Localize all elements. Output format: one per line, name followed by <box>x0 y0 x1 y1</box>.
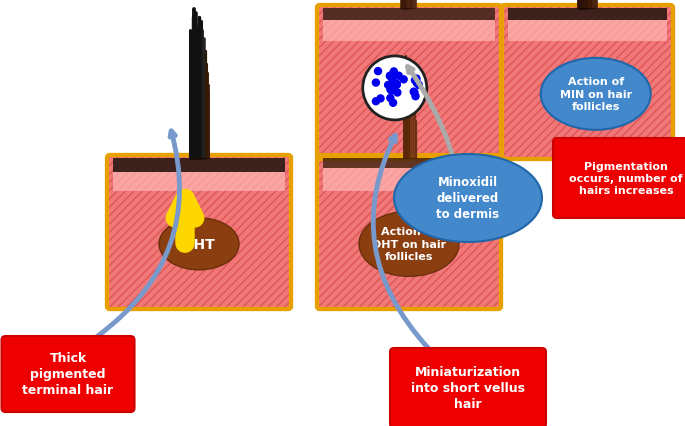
FancyBboxPatch shape <box>317 155 501 309</box>
Ellipse shape <box>359 212 459 277</box>
FancyBboxPatch shape <box>1 336 134 412</box>
Circle shape <box>415 82 422 89</box>
Ellipse shape <box>159 219 239 270</box>
Circle shape <box>394 90 401 97</box>
FancyBboxPatch shape <box>107 155 291 309</box>
Ellipse shape <box>540 59 651 130</box>
Bar <box>323 9 495 21</box>
Text: Thick
pigmented
terminal hair: Thick pigmented terminal hair <box>23 352 114 397</box>
Text: DHT: DHT <box>183 237 215 251</box>
Circle shape <box>395 73 402 80</box>
Bar <box>508 9 667 41</box>
FancyBboxPatch shape <box>390 348 546 426</box>
Circle shape <box>375 69 382 75</box>
Circle shape <box>377 96 384 103</box>
Circle shape <box>412 93 419 101</box>
FancyBboxPatch shape <box>317 6 501 160</box>
Bar <box>113 158 285 173</box>
Text: Miniaturization
into short vellus
hair: Miniaturization into short vellus hair <box>411 366 525 411</box>
Bar <box>323 158 495 169</box>
Bar <box>113 158 285 191</box>
Circle shape <box>411 89 418 97</box>
Circle shape <box>385 82 392 89</box>
Bar <box>323 158 495 191</box>
FancyBboxPatch shape <box>553 139 685 219</box>
Circle shape <box>412 78 419 84</box>
Ellipse shape <box>394 155 542 242</box>
Circle shape <box>400 77 407 83</box>
Circle shape <box>414 81 421 87</box>
Circle shape <box>373 98 379 106</box>
Text: Pigmentation
occurs, number of
hairs increases: Pigmentation occurs, number of hairs inc… <box>569 161 683 196</box>
Circle shape <box>387 73 394 80</box>
Circle shape <box>388 87 396 95</box>
Circle shape <box>388 88 395 95</box>
Circle shape <box>390 83 397 90</box>
Circle shape <box>410 89 417 96</box>
Circle shape <box>373 80 379 87</box>
Circle shape <box>393 82 401 89</box>
Circle shape <box>413 76 420 83</box>
Text: Action of
DHT on hair
follicles: Action of DHT on hair follicles <box>372 227 446 262</box>
Circle shape <box>386 73 393 80</box>
Bar <box>323 9 495 41</box>
Circle shape <box>387 86 394 94</box>
Circle shape <box>390 86 397 93</box>
Circle shape <box>363 57 427 121</box>
Circle shape <box>389 76 396 83</box>
Bar <box>508 9 667 21</box>
Text: Minoxidil
delivered
to dermis: Minoxidil delivered to dermis <box>436 176 499 221</box>
Circle shape <box>393 81 400 88</box>
FancyBboxPatch shape <box>502 6 673 160</box>
Circle shape <box>387 95 394 102</box>
Text: Action of
MIN on hair
follicles: Action of MIN on hair follicles <box>560 77 632 112</box>
Circle shape <box>390 100 397 107</box>
Circle shape <box>390 69 397 76</box>
